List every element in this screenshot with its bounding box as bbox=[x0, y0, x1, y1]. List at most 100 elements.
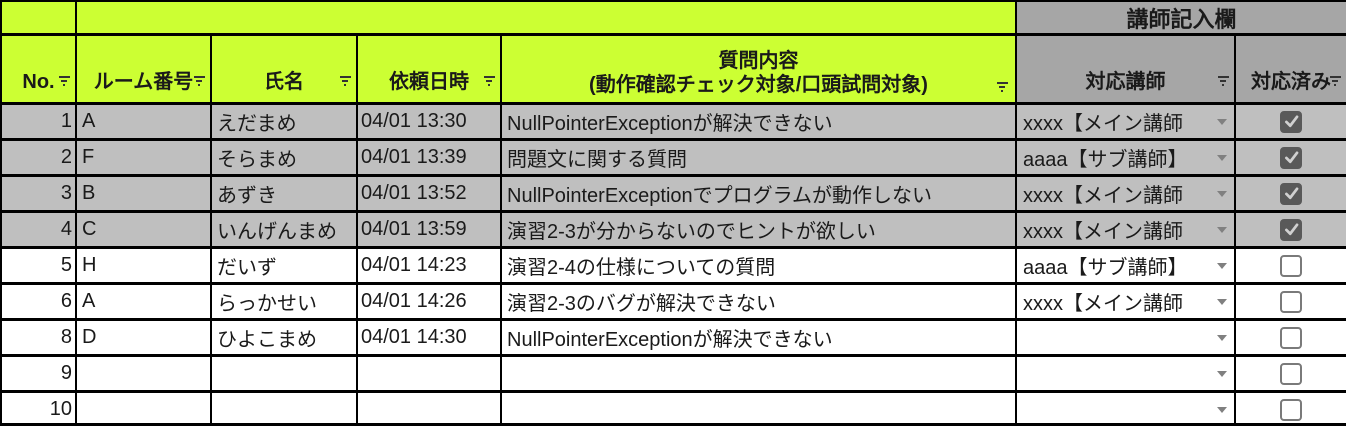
col-header-done[interactable]: 対応済み bbox=[1236, 36, 1346, 105]
instructor-value: xxxx【メイン講師 bbox=[1023, 113, 1183, 135]
cell-datetime[interactable] bbox=[358, 393, 502, 423]
col-header-question[interactable]: 質問内容 (動作確認チェック対象/口頭試問対象) bbox=[502, 36, 1017, 105]
check-icon bbox=[1284, 187, 1298, 200]
cell-no[interactable]: 6 bbox=[2, 285, 77, 321]
chevron-down-icon[interactable] bbox=[1217, 406, 1227, 413]
col-header-done-label: 対応済み bbox=[1251, 71, 1331, 93]
cell-no[interactable]: 3 bbox=[2, 177, 77, 213]
done-checkbox[interactable] bbox=[1280, 146, 1302, 169]
done-checkbox[interactable] bbox=[1280, 398, 1302, 421]
cell-instructor-dropdown[interactable]: xxxx【メイン講師 bbox=[1017, 213, 1236, 249]
instructor-value: aaaa【サブ講師】 bbox=[1023, 257, 1188, 279]
cell-room[interactable] bbox=[77, 357, 212, 393]
done-checkbox[interactable] bbox=[1280, 110, 1302, 133]
cell-instructor-dropdown[interactable] bbox=[1017, 357, 1236, 393]
done-checkbox[interactable] bbox=[1280, 218, 1302, 241]
check-icon bbox=[1284, 151, 1298, 164]
cell-datetime[interactable]: 04/01 14:23 bbox=[358, 249, 502, 285]
cell-name[interactable]: らっかせい bbox=[212, 285, 358, 321]
cell-room[interactable]: H bbox=[77, 249, 212, 285]
instructor-value: xxxx【メイン講師 bbox=[1023, 221, 1183, 243]
col-header-question-line2: (動作確認チェック対象/口頭試問対象) bbox=[589, 74, 928, 96]
done-checkbox[interactable] bbox=[1280, 254, 1302, 277]
cell-instructor-dropdown[interactable]: xxxx【メイン講師 bbox=[1017, 105, 1236, 141]
cell-no[interactable]: 1 bbox=[2, 105, 77, 141]
filter-icon[interactable] bbox=[1329, 76, 1341, 86]
filter-icon[interactable] bbox=[1217, 76, 1229, 86]
filter-icon[interactable] bbox=[58, 76, 70, 86]
cell-name[interactable] bbox=[212, 357, 358, 393]
cell-name[interactable]: そらまめ bbox=[212, 141, 358, 177]
cell-room[interactable] bbox=[77, 393, 212, 423]
cell-no[interactable]: 4 bbox=[2, 213, 77, 249]
cell-room[interactable]: B bbox=[77, 177, 212, 213]
cell-no[interactable]: 8 bbox=[2, 321, 77, 357]
cell-name[interactable]: いんげんまめ bbox=[212, 213, 358, 249]
cell-name[interactable]: えだまめ bbox=[212, 105, 358, 141]
cell-question[interactable]: NullPointerExceptionでプログラムが動作しない bbox=[502, 177, 1017, 213]
header-top-merged-cell[interactable] bbox=[77, 2, 1017, 36]
cell-question[interactable]: 演習2-3のバグが解決できない bbox=[502, 285, 1017, 321]
done-checkbox[interactable] bbox=[1280, 326, 1302, 349]
cell-room[interactable]: A bbox=[77, 105, 212, 141]
cell-room[interactable]: A bbox=[77, 285, 212, 321]
cell-instructor-dropdown[interactable]: xxxx【メイン講師 bbox=[1017, 177, 1236, 213]
instructor-value: xxxx【メイン講師 bbox=[1023, 185, 1183, 207]
col-header-instructor-label: 対応講師 bbox=[1085, 71, 1166, 93]
chevron-down-icon[interactable] bbox=[1217, 118, 1227, 125]
cell-datetime[interactable] bbox=[358, 357, 502, 393]
col-header-datetime[interactable]: 依頼日時 bbox=[358, 36, 502, 105]
cell-name[interactable] bbox=[212, 393, 358, 423]
cell-name[interactable]: ひよこまめ bbox=[212, 321, 358, 357]
cell-question[interactable]: 演習2-4の仕様についての質問 bbox=[502, 249, 1017, 285]
chevron-down-icon[interactable] bbox=[1217, 334, 1227, 341]
filter-icon[interactable] bbox=[483, 76, 495, 86]
check-icon bbox=[1284, 223, 1298, 236]
cell-datetime[interactable]: 04/01 13:39 bbox=[358, 141, 502, 177]
col-header-name[interactable]: 氏名 bbox=[212, 36, 358, 105]
cell-question[interactable]: NullPointerExceptionが解決できない bbox=[502, 321, 1017, 357]
chevron-down-icon[interactable] bbox=[1217, 190, 1227, 197]
cell-room[interactable]: F bbox=[77, 141, 212, 177]
cell-datetime[interactable]: 04/01 13:59 bbox=[358, 213, 502, 249]
chevron-down-icon[interactable] bbox=[1217, 262, 1227, 269]
cell-question[interactable]: NullPointerExceptionが解決できない bbox=[502, 105, 1017, 141]
cell-datetime[interactable]: 04/01 13:52 bbox=[358, 177, 502, 213]
cell-question[interactable]: 演習2-3が分からないのでヒントが欲しい bbox=[502, 213, 1017, 249]
cell-question[interactable] bbox=[502, 357, 1017, 393]
cell-room[interactable]: D bbox=[77, 321, 212, 357]
cell-no[interactable]: 10 bbox=[2, 393, 77, 423]
cell-name[interactable]: あずき bbox=[212, 177, 358, 213]
cell-question[interactable] bbox=[502, 393, 1017, 423]
filter-icon[interactable] bbox=[193, 76, 205, 86]
cell-no[interactable]: 2 bbox=[2, 141, 77, 177]
filter-icon[interactable] bbox=[996, 82, 1008, 92]
cell-instructor-dropdown[interactable] bbox=[1017, 321, 1236, 357]
col-header-room[interactable]: ルーム番号 bbox=[77, 36, 212, 105]
cell-instructor-dropdown[interactable]: aaaa【サブ講師】 bbox=[1017, 249, 1236, 285]
cell-instructor-dropdown[interactable] bbox=[1017, 393, 1236, 423]
chevron-down-icon[interactable] bbox=[1217, 298, 1227, 305]
cell-done bbox=[1236, 285, 1346, 321]
done-checkbox[interactable] bbox=[1280, 182, 1302, 205]
filter-icon[interactable] bbox=[339, 76, 351, 86]
chevron-down-icon[interactable] bbox=[1217, 154, 1227, 161]
cell-name[interactable]: だいず bbox=[212, 249, 358, 285]
done-checkbox[interactable] bbox=[1280, 290, 1302, 313]
cell-instructor-dropdown[interactable]: aaaa【サブ講師】 bbox=[1017, 141, 1236, 177]
col-header-instructor[interactable]: 対応講師 bbox=[1017, 36, 1236, 105]
cell-done bbox=[1236, 141, 1346, 177]
cell-question[interactable]: 問題文に関する質問 bbox=[502, 141, 1017, 177]
cell-room[interactable]: C bbox=[77, 213, 212, 249]
cell-datetime[interactable]: 04/01 14:26 bbox=[358, 285, 502, 321]
col-header-no[interactable]: No. bbox=[2, 36, 77, 105]
header-corner-cell[interactable] bbox=[2, 2, 77, 36]
cell-no[interactable]: 5 bbox=[2, 249, 77, 285]
cell-no[interactable]: 9 bbox=[2, 357, 77, 393]
cell-instructor-dropdown[interactable]: xxxx【メイン講師 bbox=[1017, 285, 1236, 321]
chevron-down-icon[interactable] bbox=[1217, 370, 1227, 377]
cell-datetime[interactable]: 04/01 14:30 bbox=[358, 321, 502, 357]
done-checkbox[interactable] bbox=[1280, 362, 1302, 385]
cell-datetime[interactable]: 04/01 13:30 bbox=[358, 105, 502, 141]
chevron-down-icon[interactable] bbox=[1217, 226, 1227, 233]
